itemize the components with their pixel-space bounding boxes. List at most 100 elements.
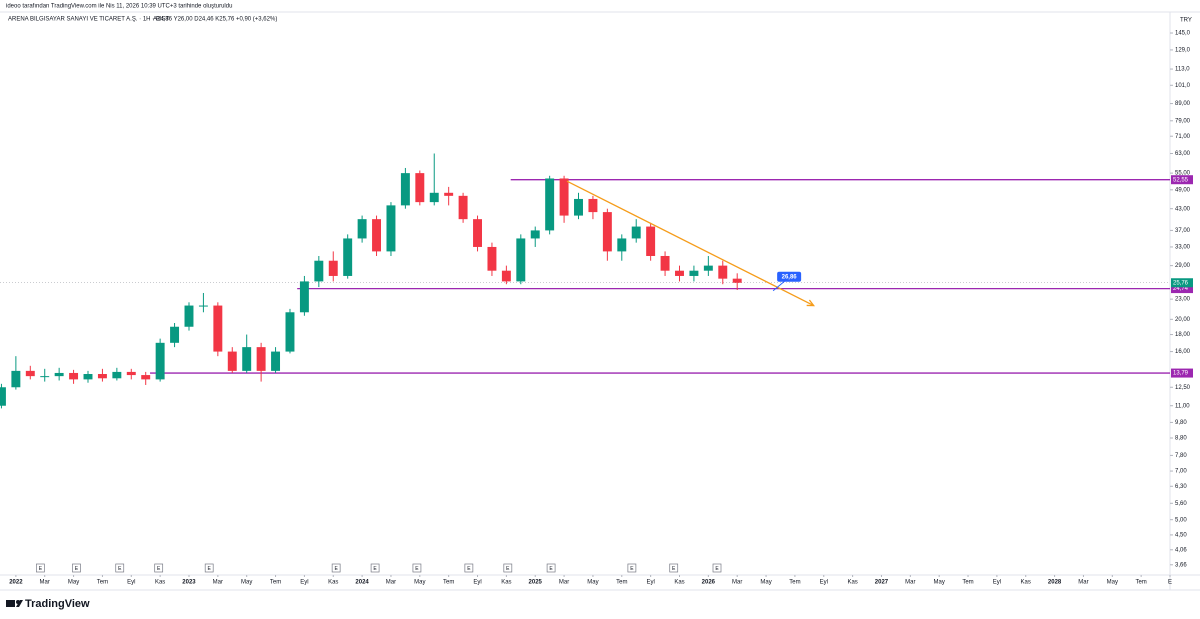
y-tick-label: 129,0 — [1175, 47, 1191, 53]
y-tick-label: 55,00 — [1175, 171, 1191, 177]
x-tick-label: 2028 — [1048, 580, 1062, 586]
candle-body — [689, 270, 699, 276]
candle-body — [386, 205, 396, 252]
earnings-box — [370, 563, 380, 573]
x-tick-label: Eyl — [127, 580, 135, 586]
x-tick-label: Kas — [674, 580, 684, 586]
candle-body — [588, 198, 598, 213]
symbol: ARENA BILGISAYAR SANAYI VE TICARET A.Ş. … — [8, 17, 169, 23]
candle-body — [617, 238, 627, 252]
x-tick-label: May — [587, 580, 598, 586]
x-tick-label: 2024 — [355, 580, 369, 586]
candle-body — [213, 305, 223, 352]
candle-body — [69, 372, 79, 380]
candle-body — [574, 198, 583, 216]
x-tick-label: Kas — [155, 580, 165, 586]
y-tick-label: 20,00 — [1175, 317, 1191, 323]
candle-body — [415, 173, 425, 203]
candle-body — [54, 372, 64, 377]
earnings-label: E — [334, 566, 338, 572]
earnings-label: E — [672, 566, 676, 572]
earnings-box — [627, 563, 637, 573]
x-tick-label: Tem — [962, 580, 973, 586]
y-tick-label: 49,00 — [1175, 187, 1191, 193]
x-tick-label: May — [68, 580, 79, 586]
x-tick-label: Mar — [40, 580, 50, 586]
candle-body — [170, 326, 180, 343]
candle-body — [487, 246, 497, 271]
candle-body — [155, 342, 165, 380]
brand: TradingView — [25, 598, 90, 610]
candle-body — [11, 370, 21, 388]
trendline — [566, 180, 814, 307]
x-tick-label: Mar — [732, 580, 742, 586]
x-tick-label: Kas — [1021, 580, 1031, 586]
candle-body — [631, 226, 641, 239]
earnings-label: E — [549, 566, 553, 572]
x-tick-label: Eyl — [820, 580, 828, 586]
candle-body — [328, 260, 338, 276]
price-tag-label: 52,55 — [1173, 177, 1189, 183]
y-tick-label: 113,0 — [1175, 67, 1190, 73]
y-tick-label: 5,00 — [1175, 517, 1187, 523]
ohlc-legend: A24,86 Y26,00 D24,46 K25,76 +0,90 (+3,62… — [153, 17, 277, 23]
y-tick-label: 9,80 — [1175, 420, 1187, 426]
candle-body — [285, 312, 295, 352]
y-tick-label: 79,00 — [1175, 118, 1191, 124]
credit: ideoo tarafından TradingView.com ile Nis… — [6, 4, 232, 10]
y-tick-label: 37,00 — [1175, 228, 1191, 234]
y-tick-label: 89,00 — [1175, 101, 1191, 107]
x-tick-label: May — [414, 580, 425, 586]
x-tick-label: Mar — [559, 580, 569, 586]
candle-body — [372, 219, 382, 252]
candle-body — [299, 281, 309, 313]
x-tick-label: Eyl — [473, 580, 481, 586]
currency: TRY — [1180, 18, 1192, 24]
y-tick-label: 6,30 — [1175, 484, 1187, 490]
x-tick-label: Tem — [97, 580, 108, 586]
candle-body — [184, 305, 194, 327]
candle-body — [40, 376, 50, 378]
x-tick-label: 2023 — [182, 580, 196, 586]
earnings-box — [115, 563, 125, 573]
earnings-label: E — [630, 566, 634, 572]
y-tick-label: 3,66 — [1175, 562, 1187, 568]
candle-body — [545, 178, 555, 231]
candle-body — [357, 219, 367, 239]
y-tick-label: 23,00 — [1175, 297, 1191, 303]
price-tag — [1171, 368, 1193, 378]
candle-body — [198, 305, 208, 307]
candle-body — [141, 375, 151, 380]
y-tick-label: 33,00 — [1175, 245, 1191, 251]
y-tick-label: 29,00 — [1175, 263, 1191, 269]
candle-body — [473, 219, 482, 247]
y-tick-label: 7,00 — [1175, 469, 1187, 475]
callout-pointer — [772, 280, 786, 292]
x-tick-label: Mar — [213, 580, 223, 586]
candle-body — [718, 265, 728, 279]
y-tick-label: 7,80 — [1175, 453, 1187, 459]
y-tick-label: 71,00 — [1175, 134, 1191, 140]
earnings-box — [712, 563, 722, 573]
x-tick-label: May — [760, 580, 771, 586]
y-tick-label: 4,06 — [1175, 547, 1187, 553]
earnings-box — [72, 563, 81, 573]
price-tag-label: 25,76 — [1173, 280, 1189, 286]
x-tick-label: Eyl — [300, 580, 308, 586]
plot: 145,0 129,0 113,0 101,0 89,00 79,00 71,00 63,00… — [0, 31, 1193, 586]
earnings-box — [464, 563, 474, 573]
y-tick-label: 5,60 — [1175, 501, 1187, 507]
candle-body — [256, 347, 266, 371]
callout-label: 26,86 — [782, 274, 798, 280]
x-tick-label: May — [241, 580, 252, 586]
y-tick-label: 11,00 — [1175, 403, 1190, 409]
earnings-label: E — [208, 566, 212, 572]
earnings-label: E — [467, 566, 471, 572]
candle-body — [646, 226, 656, 256]
y-tick-label: 101,0 — [1175, 83, 1191, 89]
y-tick-label: 145,0 — [1175, 31, 1191, 37]
y-tick-label: 12,50 — [1175, 385, 1191, 391]
x-tick-label: 2022 — [9, 580, 23, 586]
candle-body — [126, 371, 136, 376]
